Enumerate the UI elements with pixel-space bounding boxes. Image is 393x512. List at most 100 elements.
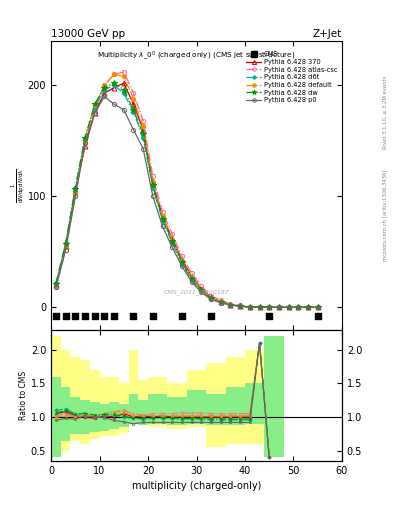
Point (314, 312, 321, 321)
Point (53, 312, 59, 321)
Pythia 6.428 d6t (315, 304, 320, 310)
Bar (226, 387, 245, 425)
Point (111, 312, 117, 321)
Bar (119, 403, 129, 427)
Pythia 6.428 default (63, 244, 68, 250)
Pythia 6.428 default (73, 190, 78, 196)
Pythia 6.428 p0 (102, 93, 107, 99)
Pythia 6.428 atlas-csc (199, 283, 204, 289)
Pythia 6.428 default (257, 304, 262, 310)
Pythia 6.428 370 (83, 143, 87, 150)
Pythia 6.428 default (170, 237, 174, 243)
Point (179, 312, 185, 321)
Pythia 6.428 370 (199, 286, 204, 292)
Pythia 6.428 p0 (219, 300, 223, 306)
Line: Pythia 6.428 dw: Pythia 6.428 dw (53, 80, 320, 310)
Pythia 6.428 370 (209, 294, 213, 301)
Pythia 6.428 dw (160, 216, 165, 222)
Bar (129, 350, 138, 394)
Pythia 6.428 p0 (306, 304, 310, 310)
Pythia 6.428 d6t (238, 303, 242, 309)
Pythia 6.428 atlas-csc (306, 304, 310, 310)
Bar (187, 370, 206, 427)
Pythia 6.428 p0 (277, 304, 281, 310)
Bar (138, 400, 148, 425)
Pythia 6.428 atlas-csc (141, 118, 145, 124)
Pythia 6.428 atlas-csc (63, 247, 68, 253)
Pythia 6.428 dw (315, 304, 320, 310)
Pythia 6.428 d6t (102, 87, 107, 93)
Pythia 6.428 d6t (248, 304, 252, 310)
Pythia 6.428 d6t (112, 82, 116, 89)
Pythia 6.428 p0 (63, 247, 68, 253)
Pythia 6.428 dw (209, 295, 213, 302)
Y-axis label: $\frac{1}{\mathrm{d}N/\mathrm{d}p\,\mathrm{d}N/\mathrm{d}\lambda}$: $\frac{1}{\mathrm{d}N/\mathrm{d}p\,\math… (9, 168, 26, 203)
Pythia 6.428 d6t (219, 300, 223, 306)
Pythia 6.428 d6t (189, 276, 194, 283)
Pythia 6.428 atlas-csc (209, 293, 213, 299)
Pythia 6.428 dw (180, 259, 184, 265)
Pythia 6.428 p0 (180, 263, 184, 269)
Bar (109, 377, 119, 436)
Pythia 6.428 d6t (83, 136, 87, 142)
Pythia 6.428 dw (277, 304, 281, 310)
Pythia 6.428 default (199, 287, 204, 293)
Pythia 6.428 p0 (121, 106, 126, 113)
Pythia 6.428 p0 (112, 101, 116, 108)
Bar (109, 402, 119, 429)
Pythia 6.428 default (121, 73, 126, 79)
Pythia 6.428 370 (267, 304, 272, 310)
Pythia 6.428 p0 (315, 304, 320, 310)
Pythia 6.428 d6t (180, 261, 184, 267)
Pythia 6.428 p0 (189, 279, 194, 285)
Bar (99, 403, 109, 431)
Pythia 6.428 370 (219, 299, 223, 305)
Pythia 6.428 dw (306, 304, 310, 310)
Pythia 6.428 370 (228, 302, 233, 308)
Pythia 6.428 default (248, 304, 252, 310)
Pythia 6.428 default (267, 304, 272, 310)
Pythia 6.428 default (160, 214, 165, 220)
Pythia 6.428 p0 (131, 126, 136, 133)
Pythia 6.428 default (180, 258, 184, 264)
Pythia 6.428 p0 (296, 304, 301, 310)
Pythia 6.428 atlas-csc (102, 82, 107, 89)
Pythia 6.428 atlas-csc (53, 284, 58, 290)
Pythia 6.428 370 (73, 188, 78, 194)
Pythia 6.428 370 (112, 84, 116, 91)
Bar (245, 383, 264, 424)
Line: Pythia 6.428 d6t: Pythia 6.428 d6t (54, 83, 320, 309)
Pythia 6.428 370 (121, 80, 126, 86)
Pythia 6.428 default (315, 304, 320, 310)
Pythia 6.428 370 (170, 236, 174, 242)
Pythia 6.428 d6t (63, 240, 68, 246)
Pythia 6.428 d6t (277, 304, 281, 310)
Pythia 6.428 d6t (92, 104, 97, 111)
Pythia 6.428 p0 (257, 304, 262, 310)
Pythia 6.428 p0 (73, 194, 78, 200)
Pythia 6.428 dw (102, 84, 107, 91)
Bar (51, 336, 61, 457)
Pythia 6.428 dw (112, 80, 116, 86)
Pythia 6.428 atlas-csc (131, 90, 136, 96)
Pythia 6.428 dw (53, 281, 58, 287)
Pythia 6.428 atlas-csc (170, 231, 174, 237)
Pythia 6.428 p0 (209, 296, 213, 303)
Pythia 6.428 atlas-csc (180, 253, 184, 260)
Text: Multiplicity $\lambda\_0^0$ (charged only) (CMS jet substructure): Multiplicity $\lambda\_0^0$ (charged onl… (97, 50, 296, 62)
Y-axis label: Ratio to CMS: Ratio to CMS (19, 371, 28, 420)
Pythia 6.428 d6t (141, 135, 145, 141)
Pythia 6.428 dw (141, 131, 145, 137)
Bar (90, 370, 99, 439)
Pythia 6.428 atlas-csc (160, 209, 165, 215)
Pythia 6.428 atlas-csc (219, 297, 223, 303)
Pythia 6.428 dw (257, 304, 262, 310)
Pythia 6.428 p0 (267, 304, 272, 310)
Bar (264, 336, 284, 457)
Pythia 6.428 370 (180, 257, 184, 263)
Pythia 6.428 370 (315, 304, 320, 310)
Bar (70, 356, 80, 441)
Pythia 6.428 default (306, 304, 310, 310)
Bar (80, 400, 90, 434)
Point (92, 312, 98, 321)
